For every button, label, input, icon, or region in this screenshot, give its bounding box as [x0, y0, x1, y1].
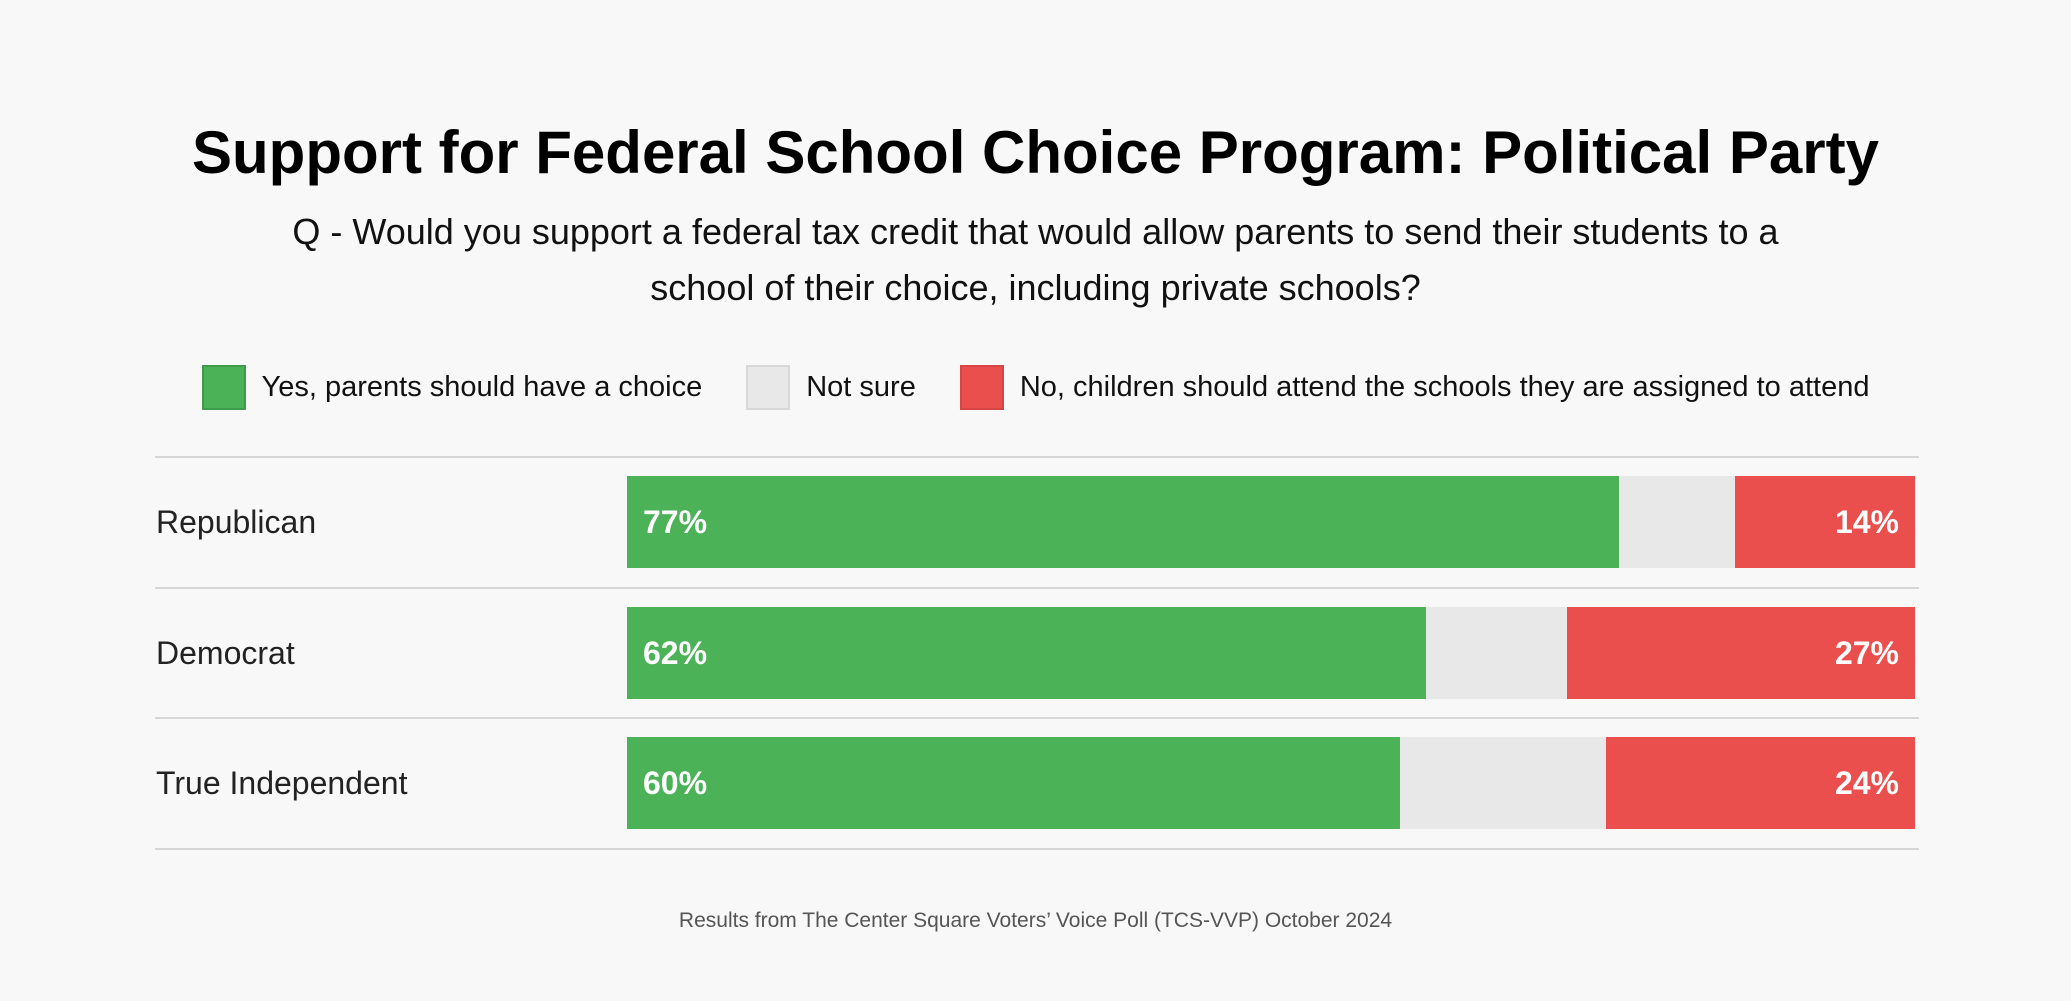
bar-segment: 60% [627, 737, 1400, 829]
row-divider [155, 586, 1919, 589]
data-label: 24% [1834, 765, 1899, 801]
data-label: 14% [1834, 504, 1899, 540]
legend: Yes, parents should have a choice Not sur… [0, 365, 2071, 410]
category-label: Democrat [156, 634, 295, 671]
bar-segment [1425, 606, 1568, 699]
bar-segment [1618, 476, 1735, 568]
legend-swatch [959, 365, 1004, 410]
row-divider [155, 717, 1919, 719]
legend-item: Not sure [746, 365, 916, 410]
category-label: Republican [156, 504, 317, 540]
data-label: 60% [643, 765, 708, 801]
stacked-bar: 60% 24% [627, 737, 1915, 829]
row-divider [155, 456, 1919, 458]
bar-segment: 77% [627, 476, 1619, 568]
legend-label: No, children should attend the schools t… [1019, 371, 1870, 403]
bar-segment: 24% [1605, 737, 1915, 829]
row-divider [155, 847, 1919, 850]
bar-segment [1399, 737, 1606, 829]
stacked-bar: 77% 14% [627, 476, 1915, 568]
chart-title: Support for Federal School Choice Progra… [192, 119, 1879, 186]
data-label: 77% [643, 504, 708, 540]
legend-swatch [201, 365, 246, 410]
data-label: 62% [643, 634, 708, 671]
category-label: True Independent [156, 765, 408, 801]
bar-segment: 14% [1734, 476, 1915, 568]
bar-segment: 27% [1567, 606, 1915, 699]
source-footer: Results from The Center Square Voters’ V… [678, 909, 1393, 932]
chart-subtitle: Q - Would you support a federal tax cred… [292, 211, 1779, 308]
data-label: 27% [1834, 634, 1899, 671]
bar-segment: 62% [627, 606, 1426, 699]
legend-item: No, children should attend the schools t… [959, 365, 1870, 410]
legend-item: Yes, parents should have a choice [201, 365, 703, 410]
legend-swatch [746, 365, 791, 410]
legend-label: Yes, parents should have a choice [261, 371, 703, 403]
stacked-bar: 62% 27% [627, 606, 1915, 699]
legend-label: Not sure [806, 371, 916, 403]
